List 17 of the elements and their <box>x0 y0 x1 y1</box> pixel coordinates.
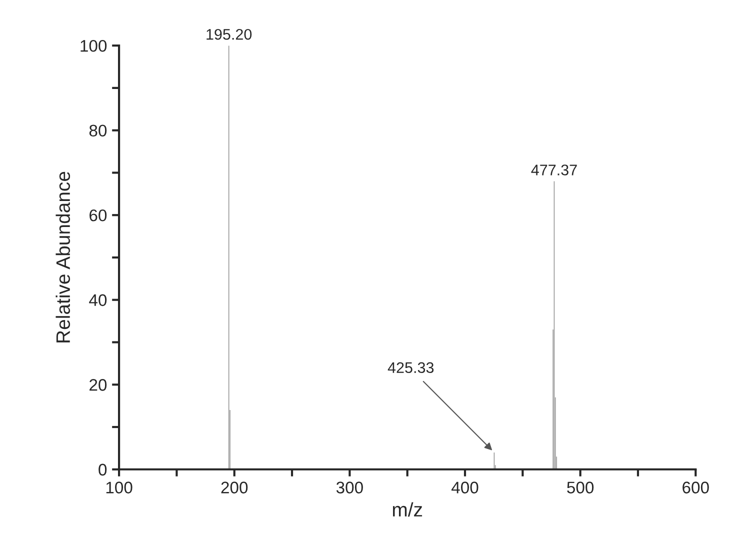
y-axis-title: Relative Abundance <box>56 172 70 342</box>
x-tick-label: 300 <box>336 482 363 494</box>
x-tick-label: 100 <box>106 482 132 494</box>
annotation: 477.37 <box>531 164 577 176</box>
y-tick-label: 100 <box>80 40 107 52</box>
y-tick-label: 0 <box>98 464 107 476</box>
y-tick-label: 20 <box>90 379 107 391</box>
annotation: 425.33 <box>388 362 434 374</box>
x-tick-label: 400 <box>451 482 478 494</box>
y-tick-label: 60 <box>90 210 107 222</box>
annotation: 195.20 <box>206 28 252 40</box>
x-tick-label: 600 <box>682 482 709 494</box>
x-axis-title: m/z <box>392 502 422 517</box>
y-tick-label: 80 <box>89 124 107 137</box>
y-tick-label: 40 <box>89 294 107 306</box>
x-tick-label: 200 <box>221 482 248 494</box>
x-tick-label: 500 <box>567 482 594 494</box>
